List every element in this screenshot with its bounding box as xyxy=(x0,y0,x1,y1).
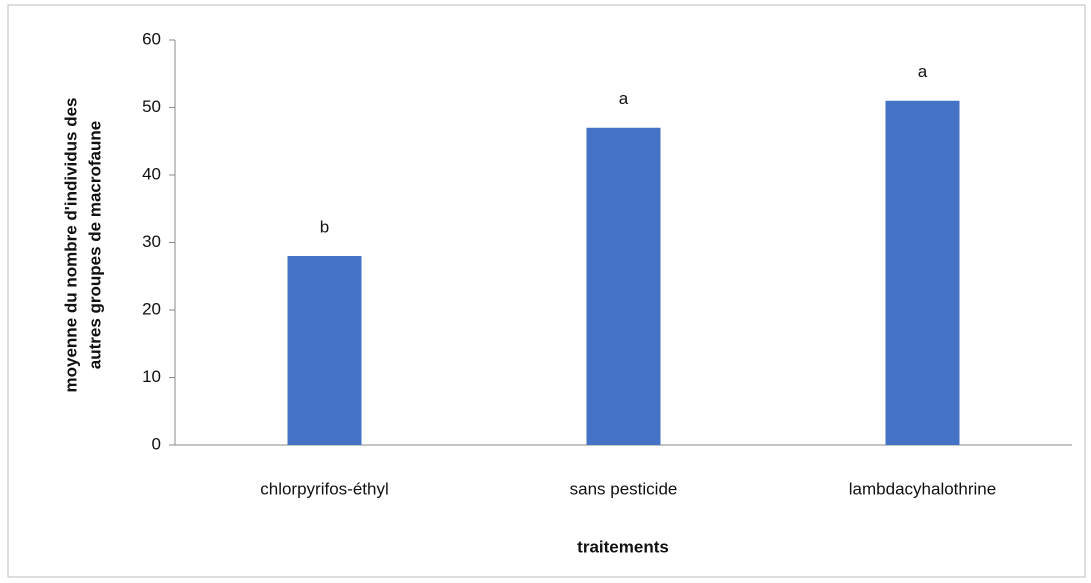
y-tick-label: 20 xyxy=(142,299,161,318)
x-tick-label: sans pesticide xyxy=(570,479,678,498)
y-tick-label: 50 xyxy=(142,97,161,116)
y-tick-label: 30 xyxy=(142,232,161,251)
y-axis-label: moyenne du nombre d'individus des xyxy=(61,98,80,393)
bar xyxy=(586,127,661,445)
y-tick-label: 0 xyxy=(152,434,161,453)
x-tick-label: chlorpyrifos-éthyl xyxy=(260,479,389,498)
y-axis-label: autres groupes de macrofaune xyxy=(85,121,104,369)
y-tick-label: 60 xyxy=(142,29,161,48)
bar-annotation: a xyxy=(619,89,629,108)
bar xyxy=(885,100,960,445)
bar-annotation: a xyxy=(918,62,928,81)
y-tick-label: 40 xyxy=(142,164,161,183)
x-axis-label: traitements xyxy=(577,537,669,556)
x-tick-label: lambdacyhalothrine xyxy=(849,479,996,498)
y-tick-label: 10 xyxy=(142,367,161,386)
bar xyxy=(287,256,362,445)
bar-annotation: b xyxy=(320,217,329,236)
